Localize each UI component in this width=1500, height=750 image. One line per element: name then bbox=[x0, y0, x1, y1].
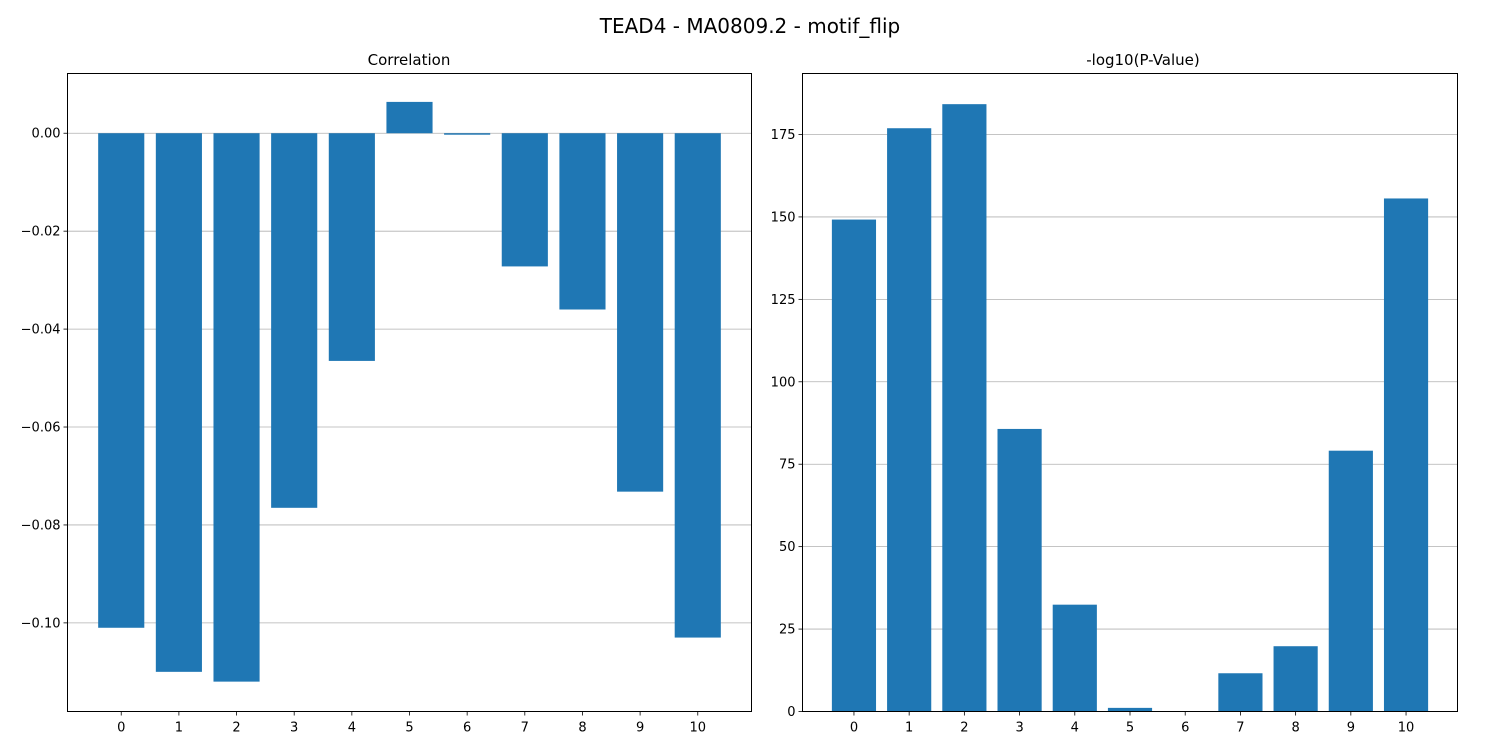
correlation-ytick-label: 0.00 bbox=[32, 127, 61, 142]
pvalue-xtick-label: 2 bbox=[960, 721, 968, 736]
pvalue-ytick-label: 125 bbox=[771, 293, 796, 308]
correlation-xtick-label: 0 bbox=[117, 721, 125, 736]
pvalue-bar-1 bbox=[887, 128, 932, 712]
pvalue-bar-4 bbox=[1052, 604, 1097, 712]
correlation-xtick-label: 8 bbox=[578, 721, 586, 736]
figure-title: TEAD4 - MA0809.2 - motif_flip bbox=[599, 14, 900, 38]
correlation-xtick-label: 9 bbox=[636, 721, 644, 736]
pvalue-ytick-label: 25 bbox=[779, 623, 796, 638]
correlation-title: Correlation bbox=[368, 51, 451, 69]
pvalue-xtick-label: 6 bbox=[1181, 721, 1189, 736]
pvalue-ytick-label: 100 bbox=[771, 375, 796, 390]
correlation-bar-0 bbox=[98, 133, 145, 628]
pvalue-ytick-label: 150 bbox=[771, 210, 796, 225]
pvalue-ytick-label: 0 bbox=[787, 705, 795, 720]
pvalue-bar-7 bbox=[1218, 673, 1263, 712]
correlation-ytick-label: −0.06 bbox=[21, 421, 61, 436]
pvalue-axes-frame bbox=[802, 73, 1458, 712]
correlation-xtick-label: 2 bbox=[232, 721, 240, 736]
pvalue-xtick-label: 4 bbox=[1071, 721, 1079, 736]
correlation-xtick-label: 10 bbox=[689, 721, 706, 736]
pvalue-bar-10 bbox=[1383, 198, 1429, 712]
pvalue-x-axis: 0 1 2 3 4 5 6 7 8 9 10 bbox=[850, 711, 1415, 736]
correlation-x-axis: 0 1 2 3 4 5 6 7 8 9 10 bbox=[117, 711, 706, 736]
pvalue-xtick-label: 8 bbox=[1291, 721, 1299, 736]
correlation-bar-8 bbox=[559, 133, 606, 310]
correlation-xtick-label: 7 bbox=[521, 721, 529, 736]
correlation-ytick-label: −0.10 bbox=[21, 616, 61, 631]
pvalue-bars bbox=[831, 104, 1429, 712]
correlation-xtick-label: 3 bbox=[290, 721, 298, 736]
pvalue-xtick-label: 1 bbox=[905, 721, 913, 736]
correlation-axes-frame bbox=[67, 73, 752, 712]
correlation-bar-9 bbox=[617, 133, 664, 492]
pvalue-bar-3 bbox=[997, 428, 1042, 712]
pvalue-ytick-label: 75 bbox=[779, 458, 796, 473]
correlation-panel: Correlation 0.00 −0.02 −0.04 −0.06 −0.08 −0.1… bbox=[21, 51, 752, 736]
pvalue-bar-8 bbox=[1273, 646, 1318, 712]
correlation-ytick-label: −0.08 bbox=[21, 518, 61, 533]
pvalue-xtick-label: 3 bbox=[1015, 721, 1023, 736]
correlation-bar-2 bbox=[213, 133, 260, 682]
pvalue-bar-2 bbox=[942, 104, 987, 712]
pvalue-ytick-label: 175 bbox=[771, 128, 796, 143]
correlation-bar-3 bbox=[271, 133, 318, 508]
correlation-bar-6 bbox=[444, 133, 491, 135]
correlation-xtick-label: 6 bbox=[463, 721, 471, 736]
correlation-y-axis: 0.00 −0.02 −0.04 −0.06 −0.08 −0.10 bbox=[21, 127, 68, 631]
pvalue-ytick-label: 50 bbox=[779, 540, 796, 555]
pvalue-title: -log10(P-Value) bbox=[1086, 51, 1200, 69]
pvalue-bar-5 bbox=[1107, 707, 1153, 712]
pvalue-xtick-label: 9 bbox=[1347, 721, 1355, 736]
correlation-bar-4 bbox=[328, 133, 375, 361]
pvalue-xtick-label: 0 bbox=[850, 721, 858, 736]
correlation-bar-5 bbox=[386, 101, 433, 134]
pvalue-xtick-label: 7 bbox=[1236, 721, 1244, 736]
correlation-xtick-label: 5 bbox=[405, 721, 413, 736]
correlation-ytick-label: −0.04 bbox=[21, 323, 61, 338]
pvalue-y-axis: 0 25 50 75 100 125 150 175 bbox=[771, 128, 803, 720]
correlation-bar-7 bbox=[501, 133, 548, 267]
correlation-xtick-label: 1 bbox=[175, 721, 183, 736]
pvalue-bar-0 bbox=[831, 219, 877, 712]
correlation-bars bbox=[98, 101, 721, 682]
correlation-ytick-label: −0.02 bbox=[21, 225, 61, 240]
pvalue-bar-9 bbox=[1328, 450, 1373, 712]
correlation-bar-10 bbox=[674, 133, 721, 638]
pvalue-xtick-label: 10 bbox=[1398, 721, 1415, 736]
pvalue-xtick-label: 5 bbox=[1126, 721, 1134, 736]
correlation-bar-1 bbox=[155, 133, 202, 672]
correlation-xtick-label: 4 bbox=[348, 721, 356, 736]
